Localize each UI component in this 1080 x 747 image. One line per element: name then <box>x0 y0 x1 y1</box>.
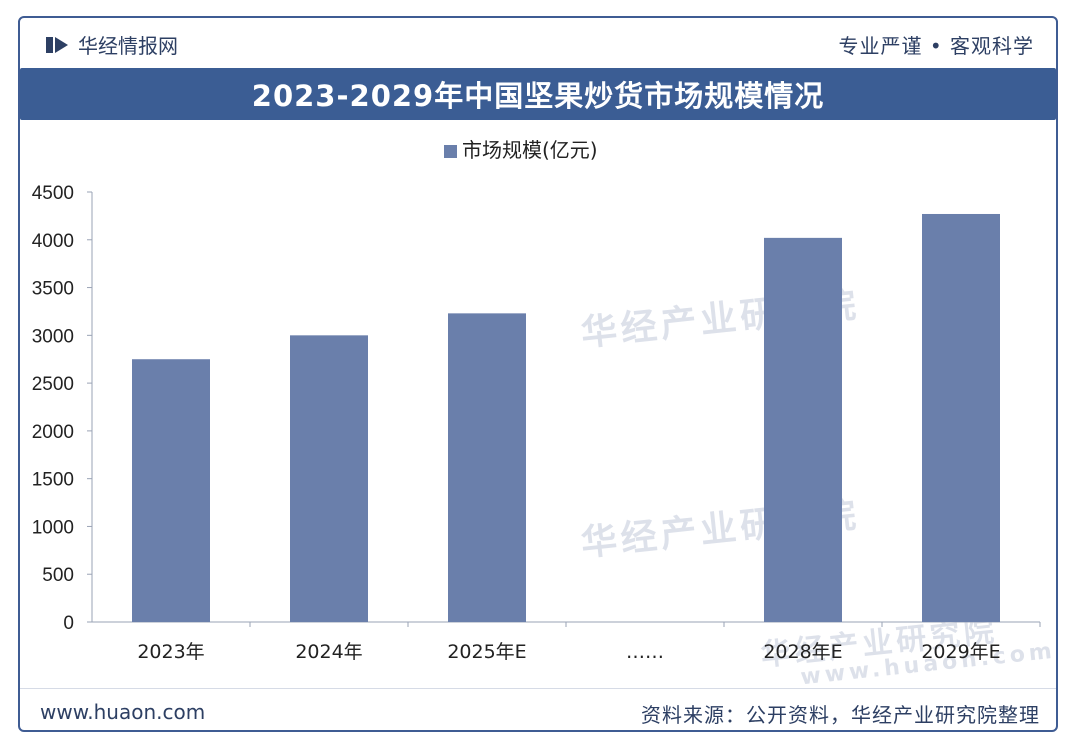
bar-1 <box>290 335 368 622</box>
y-tick-label: 1000 <box>32 517 74 538</box>
legend-label: 市场规模(亿元) <box>462 138 598 162</box>
title-bar: 2023-2029年中国坚果炒货市场规模情况 <box>20 68 1056 120</box>
y-tick-label: 4500 <box>32 183 74 204</box>
y-tick-label: 500 <box>42 565 74 586</box>
y-tick-label: 2500 <box>32 374 74 395</box>
footer-source: 资料来源：公开资料，华经产业研究院整理 <box>641 703 1040 727</box>
x-tick-label: 2023年 <box>137 641 204 663</box>
x-tick-label: 2028年E <box>763 641 842 663</box>
bar-5 <box>922 213 1000 622</box>
x-tick-label: …… <box>626 641 664 663</box>
x-tick-label: 2024年 <box>295 641 362 663</box>
y-tick-label: 1500 <box>32 470 74 491</box>
bar-4 <box>764 237 842 622</box>
y-tick-label: 0 <box>63 613 74 634</box>
y-tick-label: 4000 <box>32 231 74 252</box>
bar-2 <box>448 313 526 622</box>
x-tick-label: 2029年E <box>921 641 1000 663</box>
y-tick-label: 3000 <box>32 326 74 347</box>
brand: 华经情报网 <box>44 30 178 59</box>
legend-swatch <box>444 145 457 158</box>
chart-title: 2023-2029年中国坚果炒货市场规模情况 <box>251 79 825 113</box>
y-tick-label: 2000 <box>32 422 74 443</box>
slogan: 专业严谨 • 客观科学 <box>838 34 1034 58</box>
brand-logo-icon <box>46 36 68 53</box>
footer-site: www.huaon.com <box>40 700 206 724</box>
y-tick-label: 3500 <box>32 279 74 300</box>
x-tick-label: 2025年E <box>447 641 526 663</box>
bar-0 <box>132 359 210 622</box>
footer-divider <box>20 688 1056 689</box>
brand-name: 华经情报网 <box>78 34 178 58</box>
